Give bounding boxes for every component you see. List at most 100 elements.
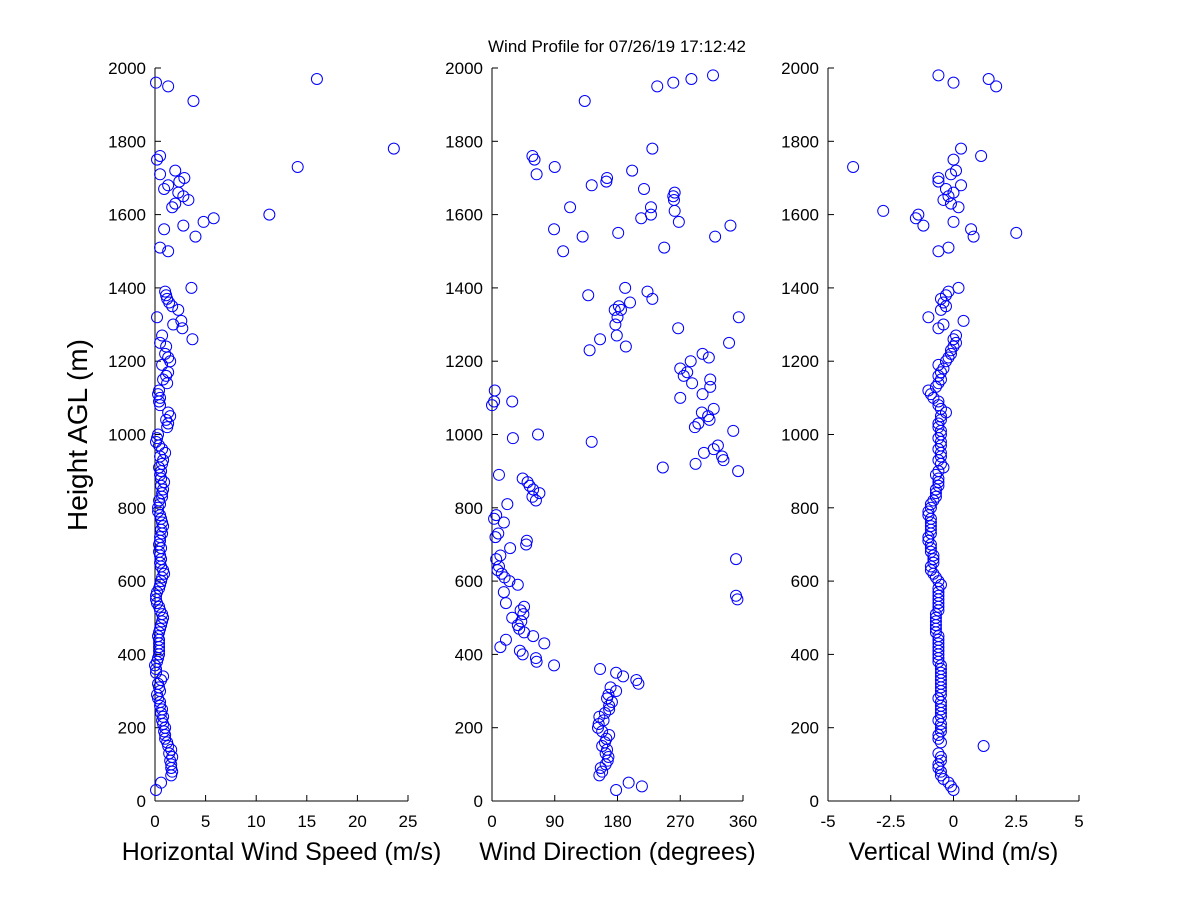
- data-point: [932, 714, 945, 727]
- data-point: [696, 347, 709, 360]
- data-point: [982, 72, 995, 85]
- data-point: [177, 219, 190, 232]
- data-point: [716, 450, 729, 463]
- data-point: [646, 142, 659, 155]
- x-tick-label: 180: [603, 812, 631, 831]
- y-tick-label: 1600: [445, 206, 483, 225]
- data-point: [947, 153, 960, 166]
- data-point: [934, 428, 947, 441]
- data-point: [934, 373, 947, 386]
- data-point: [601, 171, 614, 184]
- data-point: [585, 435, 598, 448]
- data-point: [922, 505, 935, 518]
- data-point: [947, 186, 960, 199]
- data-point: [153, 494, 166, 507]
- data-point: [499, 633, 512, 646]
- data-point: [610, 666, 623, 679]
- data-point: [156, 329, 169, 342]
- data-point: [594, 663, 607, 676]
- data-point: [526, 490, 539, 503]
- data-point: [932, 171, 945, 184]
- data-point: [530, 655, 543, 668]
- subplot-horizontal-wind-speed: 0 200 400 600 800 1000 1200 1400 1600 1800 2000 0 5 1…: [108, 59, 441, 866]
- data-point: [159, 347, 172, 360]
- data-point: [207, 212, 220, 225]
- data-point: [932, 421, 945, 434]
- data-point: [952, 281, 965, 294]
- data-point: [159, 446, 172, 459]
- data-point: [934, 769, 947, 782]
- data-point: [932, 692, 945, 705]
- data-point: [548, 223, 561, 236]
- data-point: [644, 208, 657, 221]
- data-point: [490, 553, 503, 566]
- y-tick-label: 800: [791, 499, 819, 518]
- data-point: [635, 780, 648, 793]
- data-point: [603, 729, 616, 742]
- data-point: [501, 498, 514, 511]
- x-tick-label: 10: [247, 812, 266, 831]
- data-point: [548, 160, 561, 173]
- data-point: [600, 175, 613, 188]
- data-point: [165, 743, 178, 756]
- data-point: [154, 699, 167, 712]
- data-point: [707, 69, 720, 82]
- data-point: [594, 333, 607, 346]
- data-points: [149, 72, 400, 797]
- data-point: [688, 421, 701, 434]
- data-point: [709, 230, 722, 243]
- data-point: [151, 311, 164, 324]
- y-tick-label: 1600: [781, 206, 819, 225]
- data-point: [526, 149, 539, 162]
- data-point: [932, 762, 945, 775]
- data-point: [924, 560, 937, 573]
- data-point: [977, 740, 990, 753]
- x-tick-label: 5: [1074, 812, 1083, 831]
- figure-title: Wind Profile for 07/26/19 17:12:42: [488, 37, 746, 56]
- data-point: [672, 322, 685, 335]
- y-tick-label: 2000: [445, 59, 483, 78]
- data-point: [387, 142, 400, 155]
- data-point: [668, 186, 681, 199]
- data-point: [612, 300, 625, 313]
- data-point: [689, 457, 702, 470]
- data-point: [619, 281, 632, 294]
- data-point: [932, 729, 945, 742]
- data-point: [582, 289, 595, 302]
- data-point: [166, 751, 179, 764]
- data-point: [504, 542, 517, 555]
- data-point: [929, 611, 942, 624]
- data-point: [727, 424, 740, 437]
- data-points: [486, 69, 745, 797]
- data-point: [924, 545, 937, 558]
- data-point: [674, 391, 687, 404]
- data-point: [608, 303, 621, 316]
- data-point: [156, 358, 169, 371]
- data-point: [944, 347, 957, 360]
- data-point: [488, 384, 501, 397]
- data-point: [702, 351, 715, 364]
- x-tick-label: 20: [348, 812, 367, 831]
- data-point: [932, 472, 945, 485]
- data-point: [681, 366, 694, 379]
- data-point: [619, 340, 632, 353]
- y-tick-label: 800: [118, 499, 146, 518]
- data-point: [929, 468, 942, 481]
- data-point: [707, 443, 720, 456]
- data-point: [932, 747, 945, 760]
- data-point: [517, 608, 530, 621]
- data-point: [677, 369, 690, 382]
- data-point: [154, 336, 167, 349]
- x-tick-label: -2.5: [876, 812, 905, 831]
- data-point: [934, 725, 947, 738]
- data-point: [692, 417, 705, 430]
- data-point: [723, 336, 736, 349]
- y-tick-label: 200: [118, 719, 146, 738]
- data-point: [939, 289, 952, 302]
- y-tick-label: 200: [791, 719, 819, 738]
- data-point: [929, 615, 942, 628]
- data-point: [498, 571, 511, 584]
- data-point: [937, 773, 950, 786]
- data-point: [704, 380, 717, 393]
